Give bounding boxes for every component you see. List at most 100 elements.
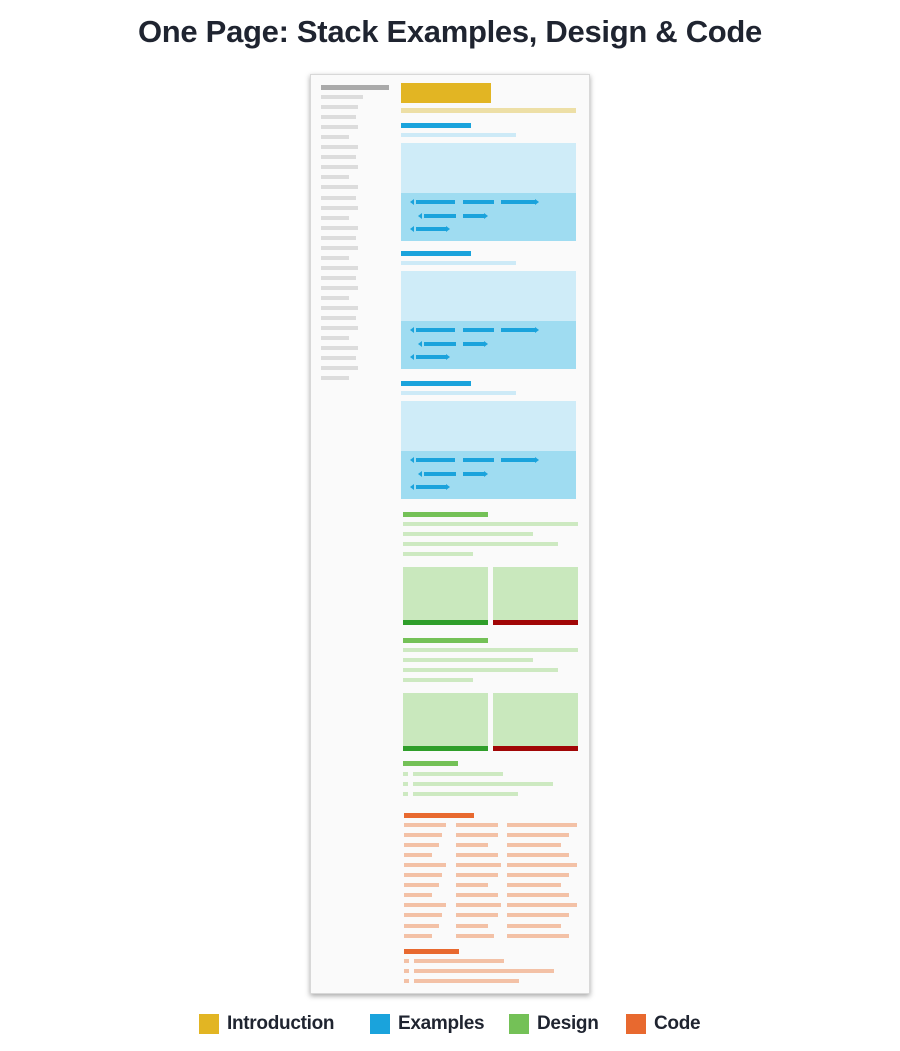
design-dont-panel [493, 693, 578, 746]
stack-item-bar [416, 328, 455, 332]
design-text-line [403, 678, 473, 682]
stack-item-bar [463, 214, 484, 218]
design-text-line [403, 542, 558, 546]
stack-item-bar [463, 200, 494, 204]
sidebar-item [321, 95, 363, 99]
stack-arrow-end [484, 213, 488, 219]
sidebar-item [321, 275, 356, 280]
code-line [404, 913, 442, 918]
sidebar-item [321, 255, 349, 260]
code-line [456, 833, 498, 838]
legend-label-introduction: Introduction [227, 1013, 335, 1034]
code-line [507, 913, 569, 918]
legend-label-design: Design [537, 1013, 599, 1034]
design-list-bullet [403, 792, 408, 796]
stack-item-bar [416, 458, 455, 462]
stack-arrow-end [446, 226, 450, 232]
design-dont-bar [493, 620, 578, 625]
sidebar-item [321, 105, 358, 110]
sidebar-item [321, 265, 358, 270]
sidebar-item [321, 175, 349, 180]
code-line [456, 883, 488, 888]
design-list-heading [403, 761, 458, 766]
code-line [404, 843, 439, 848]
intro-text-line [401, 108, 576, 113]
stack-arrow-start [410, 484, 414, 490]
example-preview [401, 401, 576, 451]
design-list-line [413, 792, 518, 796]
design-text-line [403, 668, 558, 672]
stack-arrow-start [418, 213, 422, 219]
stack-item-bar [463, 472, 484, 476]
code-list-heading [404, 949, 459, 954]
design-text-line [403, 552, 473, 556]
sidebar-item [321, 316, 356, 321]
sidebar-item [321, 145, 358, 150]
code-line [404, 833, 442, 838]
code-line [404, 873, 442, 878]
code-line [456, 863, 501, 868]
legend-label-code: Code [654, 1013, 701, 1034]
legend-label-examples: Examples [398, 1013, 485, 1034]
example-caption [401, 261, 516, 265]
stack-arrow-end [535, 327, 539, 333]
code-line [507, 863, 577, 868]
stack-arrow-end [535, 457, 539, 463]
example-caption [401, 391, 516, 395]
stack-item-bar [416, 485, 446, 489]
code-line [404, 823, 446, 827]
code-line [404, 863, 446, 868]
legend-item-design: Design [509, 1012, 599, 1036]
stack-arrow-start [410, 226, 414, 232]
code-list-line [414, 979, 519, 983]
sidebar-item [321, 185, 358, 190]
sidebar-item [321, 336, 349, 341]
example-preview [401, 271, 576, 321]
stack-item-bar [463, 328, 494, 332]
sidebar-item [321, 135, 349, 140]
code-line [404, 903, 446, 908]
example-preview [401, 143, 576, 193]
design-text-line [403, 648, 578, 652]
stack-item-bar [416, 355, 446, 359]
stack-arrow-start [410, 354, 414, 360]
legend-swatch-design [509, 1014, 529, 1034]
code-line [404, 883, 439, 888]
stack-item-bar [424, 472, 456, 476]
sidebar-item [321, 155, 356, 160]
code-line [507, 903, 577, 908]
code-line [456, 843, 488, 848]
code-line [456, 853, 498, 858]
legend: Introduction Examples Design Code [0, 1012, 900, 1036]
stack-item-bar [416, 227, 446, 231]
code-line [507, 883, 561, 888]
stack-item-bar [501, 458, 535, 462]
design-do-bar [403, 620, 488, 625]
stack-arrow-start [410, 199, 414, 205]
code-line [507, 893, 569, 898]
design-text-line [403, 658, 533, 662]
stack-item-bar [463, 342, 484, 346]
example-heading [401, 251, 471, 256]
design-list-line [413, 782, 553, 786]
code-list-line [414, 969, 554, 973]
design-list-bullet [403, 772, 408, 776]
stack-item-bar [463, 458, 494, 462]
sidebar-item [321, 296, 349, 300]
design-do-panel [403, 693, 488, 746]
sidebar-item [321, 306, 358, 311]
code-line [507, 823, 577, 827]
design-list-line [413, 772, 503, 776]
design-dont-bar [493, 746, 578, 751]
code-line [507, 933, 569, 938]
stack-arrow-start [418, 471, 422, 477]
design-do-bar [403, 746, 488, 751]
stack-arrow-start [410, 327, 414, 333]
code-line [456, 933, 494, 938]
code-heading [404, 813, 474, 818]
stack-arrow-start [418, 341, 422, 347]
stack-item-bar [424, 342, 456, 346]
sidebar-heading [321, 85, 389, 90]
stack-arrow-end [446, 354, 450, 360]
page-wireframe [310, 74, 590, 994]
